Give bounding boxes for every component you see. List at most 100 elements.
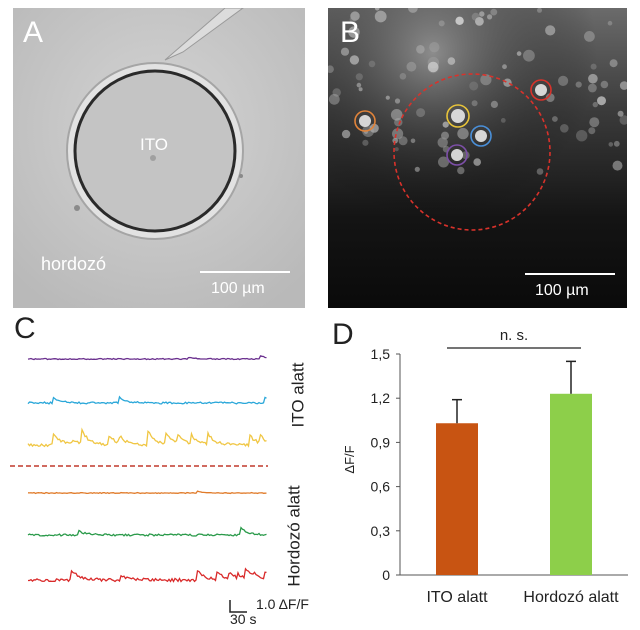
cell-blob [545,93,555,102]
cell-blob [609,59,618,68]
cell-blob [414,166,420,172]
cell-blob [427,61,439,73]
ito-label: ITO [140,135,169,154]
cell-blob [442,121,449,128]
cell-blob [469,81,479,91]
cell-blob [438,156,449,168]
cell-blob [398,136,408,146]
cell-blob [461,151,470,160]
cell-blob [588,127,596,135]
cell-blob [455,16,464,25]
cell-blob [356,82,362,88]
panel-d-letter: D [332,318,354,351]
cell-blob [385,95,390,100]
cell-blob [617,110,624,117]
roi-circle [470,125,492,147]
cell-blob [340,47,350,56]
trace-4 [27,490,267,495]
ito-group-label: ITO alatt [288,362,308,428]
hordozo-label: hordozó [41,254,107,274]
cell-blob [447,57,456,65]
cell-blob [473,158,481,166]
cell-blob [471,12,480,21]
cell-blob [523,49,535,62]
cell-blob [590,63,597,70]
cell-blob [438,20,445,27]
scale-bar-b [525,273,615,275]
cell-blob [545,25,556,36]
roi-circle [446,144,468,166]
cell-blob [368,60,376,68]
panel-c-traces [10,355,268,613]
bar-2 [550,393,592,575]
cell-blob [394,147,399,152]
trace-2 [27,395,267,405]
y-tick-label: 0 [382,567,390,583]
category-label: Hordozó alatt [523,589,619,606]
cell-blob [613,140,620,147]
cell-blob [437,137,448,148]
trace-5 [27,526,267,537]
y-tick-label: 1,2 [371,390,391,406]
cell-blob [416,45,425,54]
cell-blob [328,93,340,105]
y-tick-label: 1,5 [371,346,391,362]
cell-blob [369,123,379,133]
significance-label: n. s. [500,327,528,344]
cell-blob [575,81,582,88]
cell-blob [410,138,416,144]
cell-blob [588,83,597,93]
fluorescence-image [328,8,627,308]
time-scale-label: 30 s [230,611,257,627]
trace-6 [28,567,267,583]
scale-bar-a [200,271,290,273]
cell-blob [406,61,417,72]
roi-cell [475,130,487,142]
bar-1 [436,423,478,575]
cell-blob [408,8,418,13]
cell-blob [607,20,613,26]
cell-blob [516,51,522,56]
cell-blob [612,160,623,171]
trace-3 [27,427,267,448]
panel-b-letter: B [340,16,361,49]
cell-blob [416,108,426,118]
hordozo-group-label: Hordozó alatt [284,485,304,587]
cell-blob [536,168,544,175]
cell-blob [502,64,507,70]
roi-cell [451,109,465,123]
ito-outline [393,73,551,231]
cell-blob [589,117,600,128]
cell-blob [355,73,363,81]
cell-blob [490,8,498,16]
panel-c-letter: C [14,312,36,345]
cell-blob [576,130,588,142]
trace-1 [27,355,267,361]
cell-blob [358,87,363,92]
cell-blob [588,73,598,84]
cell-blob [394,98,401,104]
cell-blob [328,65,334,73]
panel-b-fluorescence: B 100 µm [328,8,627,308]
cell-blob [479,11,485,17]
cell-blob [475,17,484,26]
cell-blob [560,124,569,133]
scale-label-b: 100 µm [535,282,589,299]
trace-scale-bar [229,600,247,613]
cell-blob [457,127,469,140]
roi-cell [451,149,463,161]
cell-blob [392,137,398,144]
cell-blob [597,96,606,106]
cell-blob [362,139,369,146]
cell-blob [600,80,609,89]
cell-blob [592,101,598,108]
roi-circle [354,110,376,132]
cell-blob [619,115,627,125]
cell-blob [584,31,595,42]
cell-blob [608,142,614,147]
roi-cell [535,84,547,96]
cell-blob [332,88,341,97]
cell-blob [341,129,351,139]
cell-blob [480,74,492,86]
y-tick-label: 0,3 [371,523,391,539]
